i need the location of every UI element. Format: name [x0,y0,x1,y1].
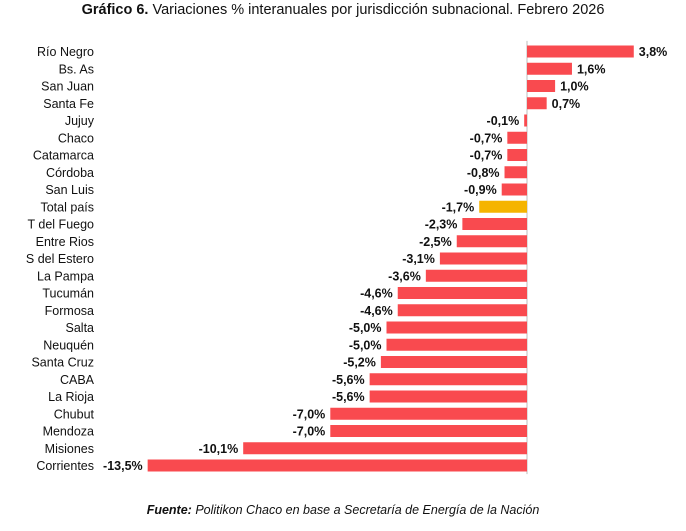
category-label: S del Estero [26,252,94,266]
bar [524,114,527,127]
category-label: Formosa [45,304,94,318]
bars-layer [147,45,634,472]
bar [397,287,527,299]
source-prefix: Fuente: [146,503,192,517]
category-label: Bs. As [59,62,94,76]
bar [462,218,527,230]
bar [501,183,527,196]
value-label: 1,6% [577,62,606,76]
bar [439,252,527,265]
category-label: CABA [60,373,95,387]
chart-title-prefix: Gráfico 6. [81,2,149,18]
category-label: Corrientes [36,459,94,473]
category-label: San Luis [45,183,94,197]
value-label: -2,5% [419,235,452,249]
category-label: Salta [66,321,95,335]
category-label: Misiones [45,442,94,456]
bar [330,407,527,420]
value-label: -5,6% [332,390,365,404]
category-label: Entre Rios [36,235,94,249]
category-label: La Pampa [37,269,94,283]
value-label: -5,0% [349,338,382,352]
category-label: San Juan [41,80,94,94]
bar [527,62,572,75]
bar-highlight [479,200,527,213]
bar [527,97,547,110]
value-label: -0,9% [464,183,497,197]
bar [527,80,556,92]
bar [243,442,527,455]
value-label: -13,5% [103,459,143,473]
bar [386,338,527,351]
bar [507,131,527,144]
source-text: Politikon Chaco en base a Secretaría de … [195,503,540,517]
bar [330,425,527,437]
value-label: 3,8% [639,45,668,59]
value-label: 0,7% [552,97,581,111]
category-label: Tucumán [42,287,94,301]
category-label: Santa Fe [43,97,94,111]
bar [397,304,527,317]
bar [425,269,527,282]
value-label: -2,3% [425,218,458,232]
category-label: Chaco [58,131,94,145]
value-label: -0,8% [467,166,500,180]
category-label: Río Negro [37,45,94,59]
bar [147,459,527,472]
value-label: -5,0% [349,321,382,335]
bar [386,321,527,334]
bar [527,45,634,58]
category-label: Catamarca [33,149,94,163]
bar [456,235,527,248]
value-label: -3,1% [402,252,435,266]
value-label: -7,0% [293,425,326,439]
category-label: La Rioja [48,390,94,404]
bar [369,373,527,386]
value-label: -3,6% [388,269,421,283]
category-label: Chubut [54,407,95,421]
value-label: -10,1% [199,442,239,456]
value-label: -1,7% [442,200,475,214]
value-label: 1,0% [560,80,589,94]
value-label: -0,1% [487,114,520,128]
category-label: Mendoza [43,425,94,439]
source-note: Fuente: Politikon Chaco en base a Secret… [0,503,686,517]
bar [504,166,527,179]
category-label: Córdoba [46,166,94,180]
bar [507,149,527,161]
category-label: Jujuy [65,114,95,128]
bar [380,356,527,368]
category-label: Santa Cruz [31,356,94,370]
category-label: Neuquén [43,338,94,352]
value-label: -4,6% [360,304,393,318]
category-label: T del Fuego [28,218,95,232]
value-label: -5,6% [332,373,365,387]
labels-layer: Río Negro 3,8% Bs. As 1,6% San Juan 1,0% Santa… [26,45,667,473]
value-label: -4,6% [360,287,393,301]
chart-title: Gráfico 6. Variaciones % interanuales po… [0,0,686,20]
value-label: -0,7% [470,149,503,163]
chart-title-text: Variaciones % interanuales por jurisdicc… [152,2,605,18]
bar [369,390,527,403]
category-label: Total país [40,200,94,214]
value-label: -7,0% [293,407,326,421]
value-label: -5,2% [343,356,376,370]
value-label: -0,7% [470,131,503,145]
